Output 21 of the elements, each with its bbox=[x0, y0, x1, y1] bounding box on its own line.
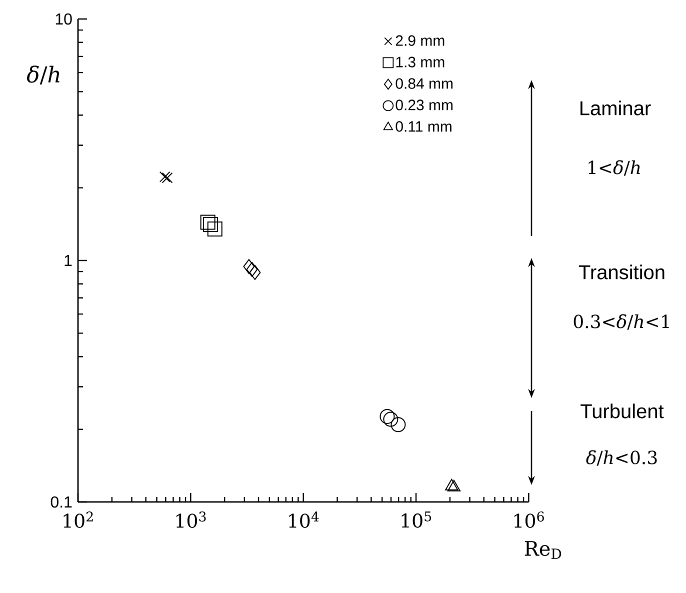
x-tick-label: 10$^{2}$ bbox=[64, 512, 93, 528]
y-axis-title: δ/h bbox=[27, 66, 60, 84]
text: Transition bbox=[578, 264, 664, 280]
x-axis-title: Re$_{D}$ bbox=[524, 541, 562, 559]
x-tick-label: 10$^{4}$ bbox=[289, 512, 319, 528]
text: 1<δ/h bbox=[588, 160, 640, 176]
text: δ/h<0.3 bbox=[586, 450, 657, 466]
y-tick-label: 1 bbox=[64, 254, 72, 266]
text: 0.3<δ/h<1 bbox=[574, 314, 669, 330]
y-tick-label: 0.1 bbox=[50, 496, 72, 508]
legend-label: 0.23 mm bbox=[396, 100, 453, 110]
x-tick-label: 10$^{6}$ bbox=[514, 512, 544, 528]
legend-label: 2.9 mm bbox=[396, 35, 444, 46]
legend-label: 1.3 mm bbox=[396, 56, 444, 68]
x-tick-label: 10$^{5}$ bbox=[402, 512, 432, 528]
text: Laminar bbox=[580, 100, 651, 116]
x-tick-label: 10$^{3}$ bbox=[176, 512, 206, 528]
legend-label: 0.84 mm bbox=[396, 78, 453, 89]
text: Turbulent bbox=[580, 404, 664, 418]
legend-label: 0.11 mm bbox=[396, 121, 452, 132]
y-tick-label: 10 bbox=[56, 13, 72, 25]
